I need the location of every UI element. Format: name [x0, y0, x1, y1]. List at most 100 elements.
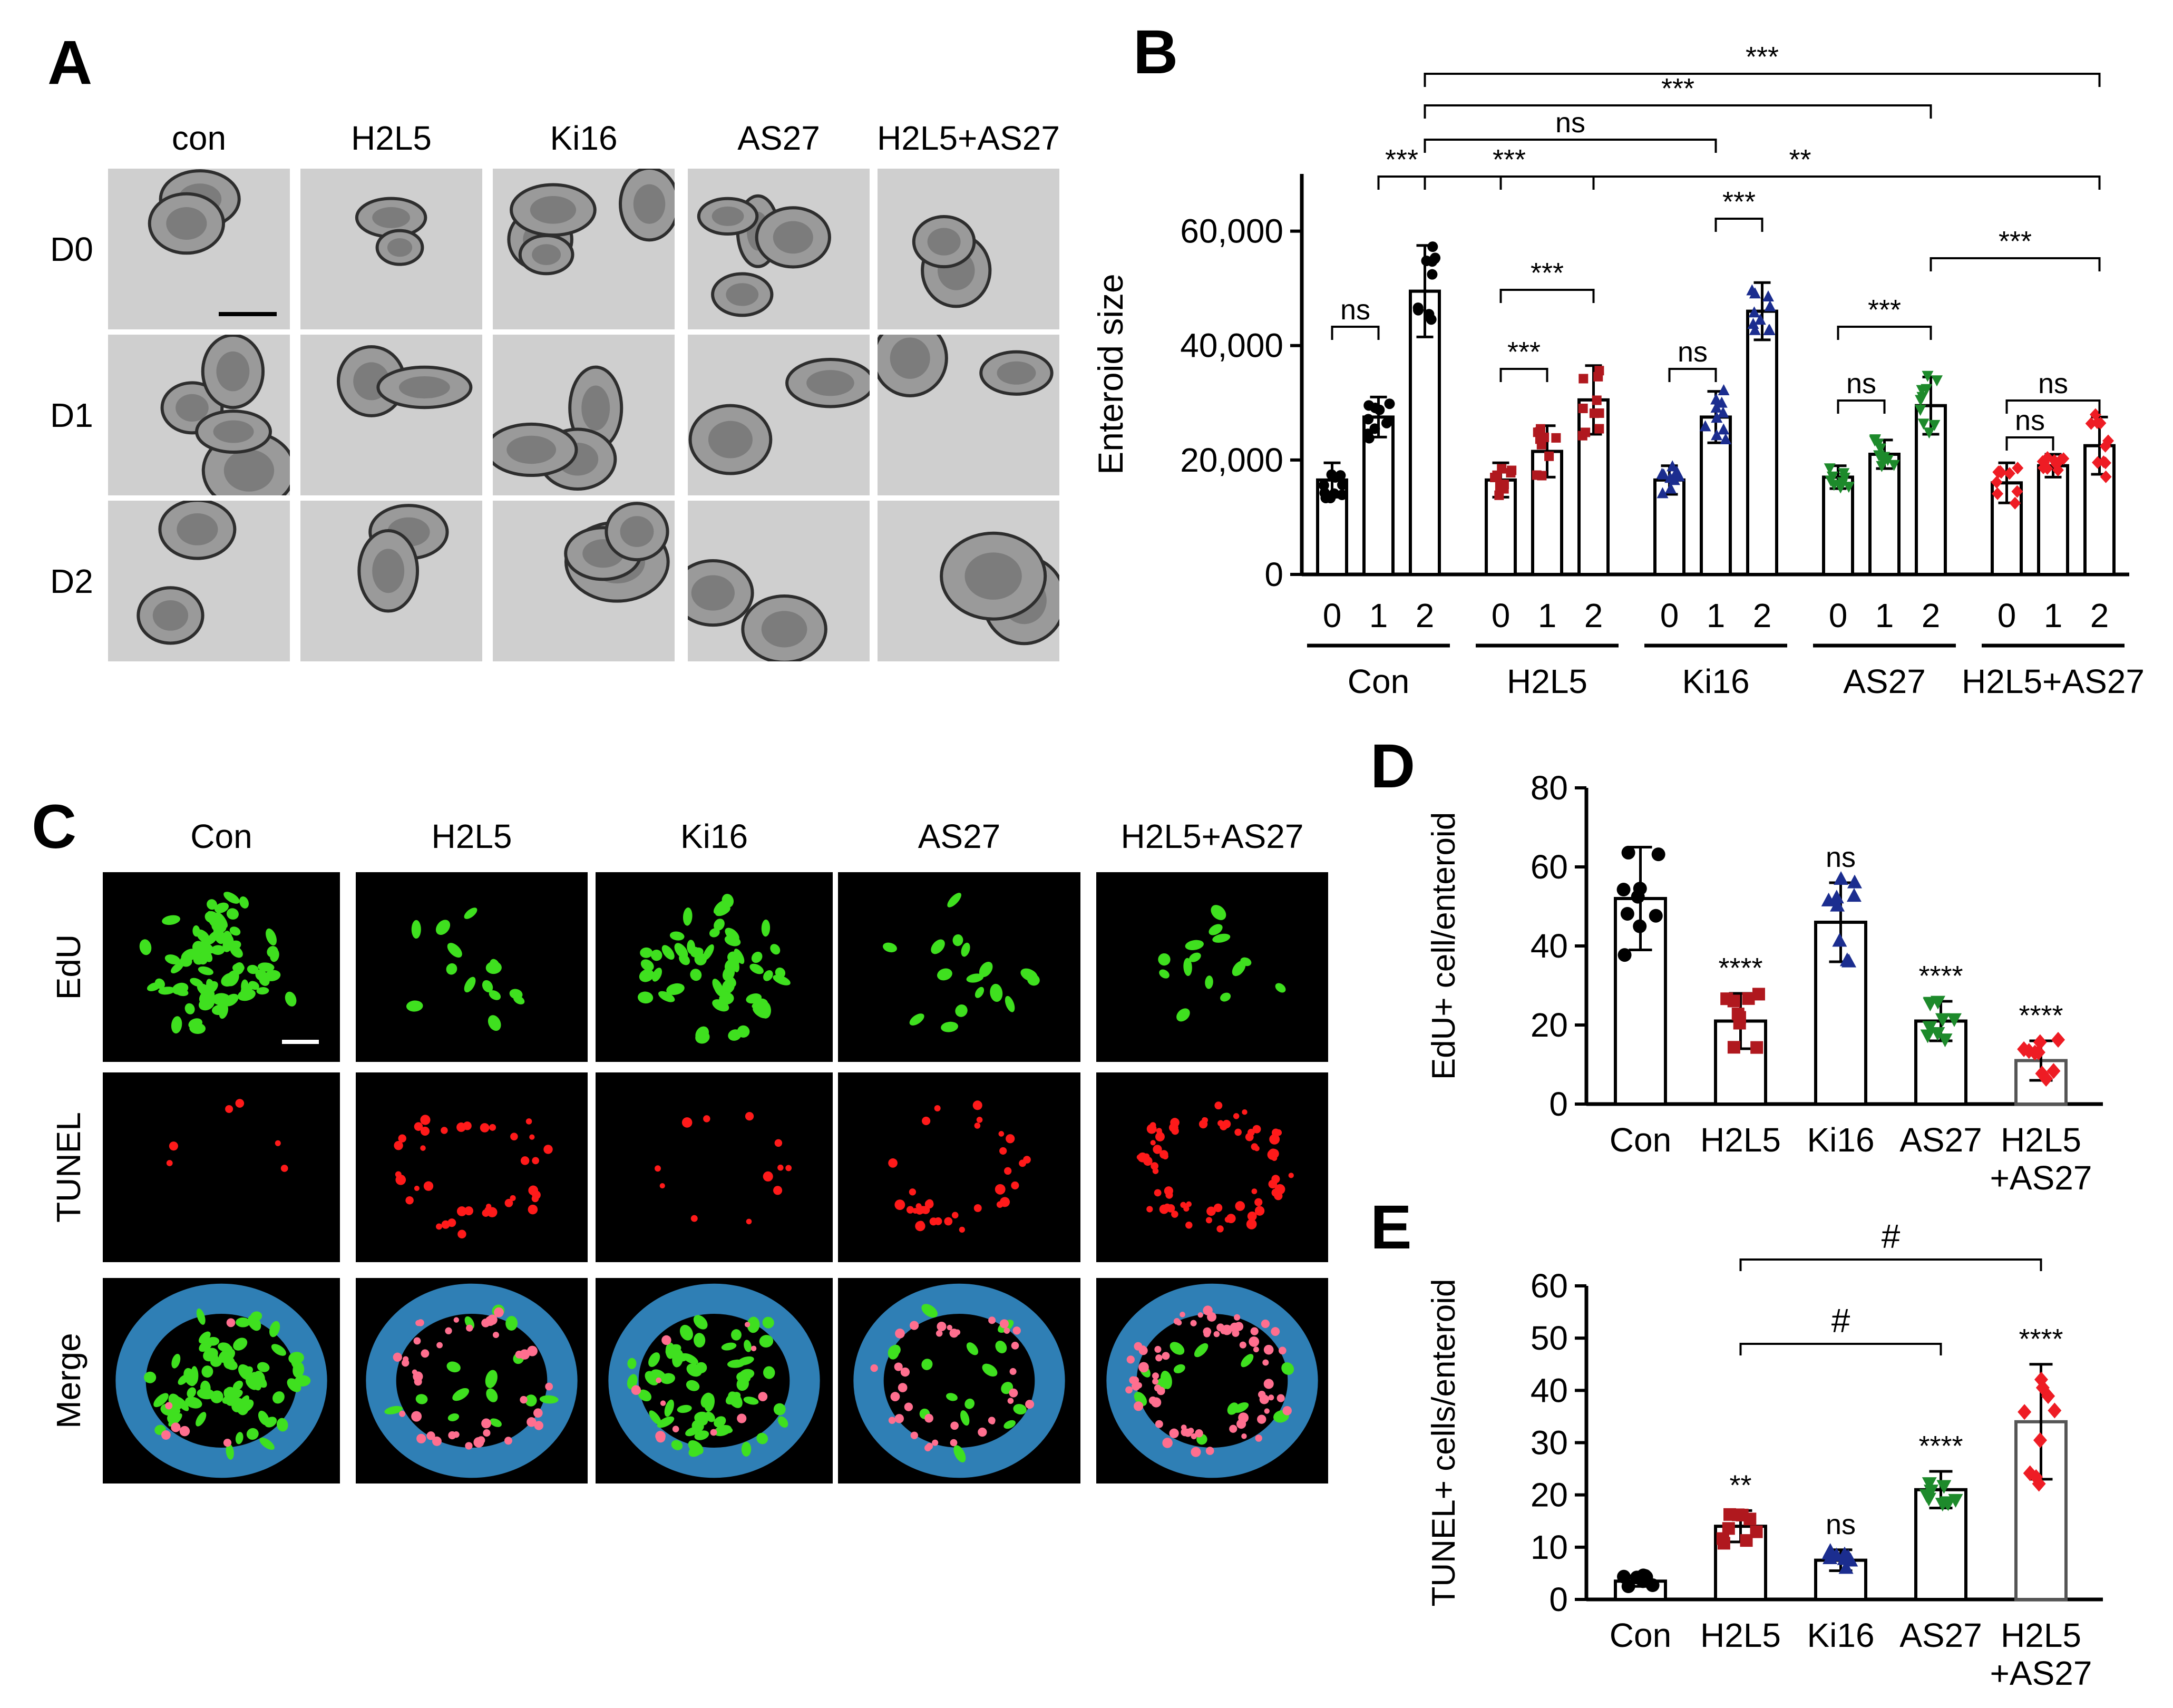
edu-nucleus: [648, 1352, 660, 1367]
data-point: [1363, 400, 1375, 411]
tunel-dot: [165, 1402, 173, 1410]
edu-nucleus: [264, 970, 281, 981]
micrograph-tile: [108, 501, 290, 661]
tunel-dot: [1132, 1382, 1141, 1391]
tunel-dot: [950, 1421, 959, 1430]
fluorescence-tile: [356, 872, 588, 1062]
day-tick-label: 1: [1538, 597, 1557, 635]
micrograph-tile: [878, 169, 1059, 329]
data-point: [1363, 414, 1374, 425]
data-point: [1743, 1512, 1757, 1526]
tunel-dot: [458, 1123, 464, 1128]
data-point: [1727, 1041, 1740, 1054]
significance-label: ns: [1340, 294, 1370, 326]
significance-label: ***: [1999, 226, 2032, 257]
dapi-ring: [366, 1283, 578, 1478]
edu-nucleus: [206, 979, 215, 992]
column-label: H2L5: [431, 817, 512, 855]
tunel-dot: [466, 1324, 473, 1332]
edu-nucleus: [240, 983, 252, 999]
data-point: [1383, 415, 1395, 426]
edu-nucleus: [207, 899, 217, 910]
data-point: [2033, 1034, 2047, 1050]
edu-nucleus: [197, 1388, 215, 1400]
data-point: [1699, 420, 1711, 432]
organoid-lumen: [506, 435, 557, 464]
tunel-dot: [527, 1345, 538, 1356]
tunel-dot: [532, 1190, 541, 1199]
tunel-dot: [655, 1165, 661, 1172]
day-tick-label: 1: [1707, 597, 1726, 635]
day-tick-label: 2: [2090, 597, 2109, 635]
edu-nucleus: [731, 1329, 742, 1341]
edu-nucleus: [198, 966, 213, 975]
data-point: [2009, 496, 2021, 510]
tunel-dot: [1164, 1186, 1173, 1196]
tunel-dot: [1146, 1206, 1153, 1213]
significance-label: ***: [1385, 144, 1418, 175]
significance-label: ns: [1826, 1509, 1856, 1540]
tunel-dot: [909, 1321, 919, 1330]
tunel-dot: [432, 1436, 442, 1446]
data-point: [1935, 1013, 1950, 1027]
bar: [1868, 453, 1901, 576]
data-point: [1764, 300, 1776, 311]
fluorescence-drawing: [883, 893, 1040, 1032]
edu-nucleus: [171, 962, 184, 973]
edu-chart: 0 20 40 60 80 EdU+ cell/enteroid Con **** H2L5 ns…: [1426, 769, 2103, 1197]
tunel-dot: [1203, 1330, 1211, 1338]
category-label: +AS27: [1990, 1159, 2092, 1197]
tunel-dot: [1249, 1336, 1260, 1347]
bar: [1746, 309, 1778, 576]
y-tick-label: 50: [1531, 1319, 1568, 1357]
fluorescence-tile: [1096, 1278, 1328, 1483]
column-label: H2L5+AS27: [877, 119, 1060, 157]
edu-nucleus: [183, 1368, 197, 1387]
edu-nucleus: [627, 1358, 637, 1369]
organoid-lumen: [398, 376, 450, 399]
significance-bracket: [1499, 368, 1548, 382]
edu-nucleus: [171, 1016, 182, 1034]
edu-nucleus: [955, 1004, 968, 1017]
tunel-dot: [1220, 1329, 1226, 1334]
tunel-dot: [895, 1329, 905, 1339]
tunel-dot: [447, 1218, 456, 1227]
y-tick-label: 20: [1531, 1006, 1568, 1044]
micrograph-tile: [493, 169, 675, 329]
tunel-dot: [870, 1364, 878, 1372]
tunel-dot: [1006, 1134, 1015, 1144]
significance-label: ***: [1746, 41, 1779, 73]
tunel-dot: [456, 1206, 467, 1216]
column-label: H2L5: [351, 119, 432, 157]
tunel-dot: [1187, 1428, 1194, 1434]
tunel-dot: [399, 1410, 406, 1417]
data-point: [1427, 269, 1438, 280]
data-point: [1426, 314, 1437, 325]
category-label: H2L5: [2001, 1616, 2081, 1654]
edu-nucleus: [743, 1397, 759, 1405]
row-label: Merge: [50, 1333, 87, 1429]
edu-nucleus: [961, 942, 970, 957]
edu-nucleus: [505, 1316, 518, 1331]
data-point: [1869, 435, 1881, 447]
edu-nucleus: [773, 1403, 786, 1416]
tunel-dot: [1191, 1433, 1197, 1440]
edu-nucleus: [979, 961, 993, 978]
data-point: [1740, 1534, 1753, 1547]
fluorescence-tile: [103, 872, 340, 1062]
y-axis-label: TUNEL+ cells/enteroid: [1426, 1279, 1462, 1607]
day-tick-label: 1: [1875, 597, 1894, 635]
tunel-dot: [161, 1430, 171, 1440]
tunel-dot: [1205, 1447, 1214, 1455]
tunel-dot: [758, 1392, 768, 1402]
significance-bracket: [1930, 257, 2101, 271]
tunel-dot: [1242, 1109, 1248, 1115]
day-tick-label: 0: [1492, 597, 1511, 635]
tunel-dot: [1252, 1125, 1261, 1134]
tunel-dot: [1275, 1129, 1282, 1136]
row-label: EdU: [50, 934, 87, 1000]
edu-nucleus: [1173, 1364, 1185, 1373]
tunel-dot: [436, 1342, 443, 1349]
organoid-lumen: [708, 421, 753, 458]
data-point: [2092, 456, 2104, 469]
